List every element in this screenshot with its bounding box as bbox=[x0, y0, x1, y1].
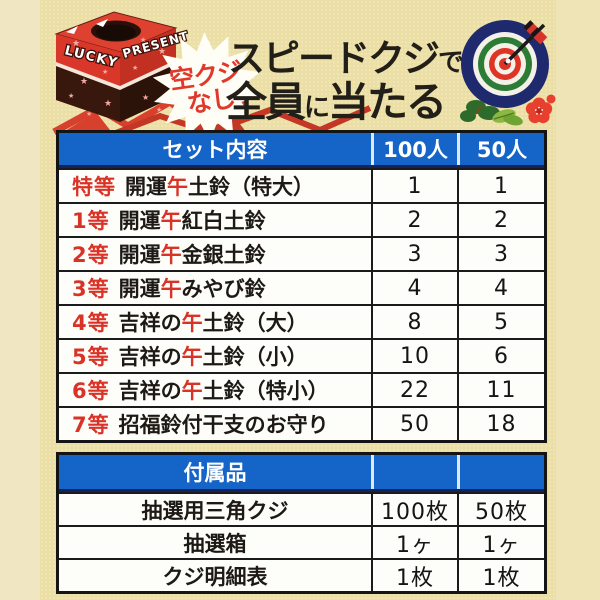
table-row: 4等 吉祥の午土鈴（大） 8 5 bbox=[59, 304, 544, 338]
table-row: 特等 開運午土鈴（特大） 1 1 bbox=[59, 168, 544, 202]
qty-50: 3 bbox=[457, 238, 544, 270]
accessories-table-header: 付属品 bbox=[59, 455, 544, 492]
svg-text:★: ★ bbox=[142, 93, 149, 102]
qty-100: 1枚 bbox=[371, 560, 457, 591]
prize-rank: 6等 bbox=[72, 379, 110, 403]
prize-rank: 特等 bbox=[72, 175, 116, 199]
table-row: 5等 吉祥の午土鈴（小） 10 6 bbox=[59, 338, 544, 372]
set-table-header: セット内容 100人 50人 bbox=[59, 133, 544, 168]
svg-text:★: ★ bbox=[158, 47, 166, 57]
table-row: クジ明細表 1枚 1枚 bbox=[59, 558, 544, 591]
accessory-name: 抽選用三角クジ bbox=[141, 498, 289, 523]
qty-100: 1ヶ bbox=[371, 527, 457, 558]
svg-text:★: ★ bbox=[72, 39, 80, 49]
prize-name: 吉祥の午土鈴（小） bbox=[118, 345, 308, 369]
headline-line1-main: スピードクジ bbox=[228, 37, 440, 80]
qty-50: 50枚 bbox=[457, 494, 544, 525]
prize-name: 開運午金銀土鈴 bbox=[118, 243, 266, 267]
qty-100: 100枚 bbox=[371, 494, 457, 525]
qty-100: 1 bbox=[371, 170, 457, 202]
svg-text:★: ★ bbox=[132, 64, 138, 72]
prize-rank: 4等 bbox=[72, 311, 110, 335]
qty-100: 2 bbox=[371, 204, 457, 236]
lucky-present-box-illustration: LUCKY PRESENT ★★ ★★ ★★ ★★ ★★ ★★ bbox=[54, 11, 192, 122]
set-contents-table: セット内容 100人 50人 特等 開運午土鈴（特大） 1 1 1等 開運午紅白土鈴… bbox=[56, 130, 547, 443]
arrow-icon bbox=[503, 20, 548, 66]
headline-line1-particle: で bbox=[438, 48, 464, 78]
qty-50: 6 bbox=[457, 340, 544, 372]
leaf-decoration bbox=[492, 109, 523, 126]
dartboard-illustration bbox=[460, 20, 556, 126]
headline-line1: スピードクジで bbox=[228, 28, 464, 82]
plum-blossom-decoration bbox=[525, 94, 556, 124]
prize-name: 開運午みやび鈴 bbox=[118, 277, 266, 301]
background-left-band bbox=[0, 0, 40, 600]
qty-50: 4 bbox=[457, 272, 544, 304]
table-row: 3等 開運午みやび鈴 4 4 bbox=[59, 270, 544, 304]
qty-100: 4 bbox=[371, 272, 457, 304]
headline-line2-a: 全員 bbox=[226, 78, 306, 126]
prize-rank: 2等 bbox=[72, 243, 110, 267]
prize-name: 吉祥の午土鈴（特小） bbox=[118, 379, 329, 403]
set-table-title: セット内容 bbox=[162, 138, 268, 162]
qty-50: 11 bbox=[457, 374, 544, 406]
svg-text:★: ★ bbox=[104, 99, 112, 109]
prize-rank: 7等 bbox=[72, 413, 110, 437]
background-right-band bbox=[556, 0, 600, 600]
accessories-header-spacer-50 bbox=[457, 455, 544, 489]
badge-text-line2: なし bbox=[185, 83, 237, 118]
accessories-header-spacer-100 bbox=[371, 455, 457, 489]
qty-100: 8 bbox=[371, 306, 457, 338]
qty-100: 10 bbox=[371, 340, 457, 372]
svg-text:★: ★ bbox=[68, 92, 74, 100]
column-header-50: 50人 bbox=[457, 133, 544, 165]
table-row: 1等 開運午紅白土鈴 2 2 bbox=[59, 202, 544, 236]
prize-name: 開運午土鈴（特大） bbox=[125, 175, 314, 199]
qty-100: 22 bbox=[371, 374, 457, 406]
qty-100: 50 bbox=[371, 408, 457, 440]
qty-50: 2 bbox=[457, 204, 544, 236]
headline-line2: 全員に当たる bbox=[226, 68, 447, 128]
accessory-name: 抽選箱 bbox=[183, 531, 247, 556]
table-row: 抽選箱 1ヶ 1ヶ bbox=[59, 525, 544, 558]
accessories-table: 付属品 抽選用三角クジ 100枚 50枚 抽選箱 1ヶ 1ヶ クジ明細表 1枚 … bbox=[56, 452, 547, 594]
svg-text:★: ★ bbox=[80, 77, 88, 87]
prize-rank: 5等 bbox=[72, 345, 110, 369]
qty-50: 1枚 bbox=[457, 560, 544, 591]
prize-name: 招福鈴付干支のお守り bbox=[118, 413, 329, 437]
svg-text:★: ★ bbox=[102, 68, 108, 76]
headline-line2-b: 当たる bbox=[328, 78, 447, 126]
qty-50: 1ヶ bbox=[457, 527, 544, 558]
accessory-name: クジ明細表 bbox=[162, 564, 268, 589]
table-row: 6等 吉祥の午土鈴（特小） 22 11 bbox=[59, 372, 544, 406]
prize-name: 開運午紅白土鈴 bbox=[118, 209, 266, 233]
table-row: 7等 招福鈴付干支のお守り 50 18 bbox=[59, 406, 544, 440]
table-row: 2等 開運午金銀土鈴 3 3 bbox=[59, 236, 544, 270]
svg-text:★: ★ bbox=[140, 36, 146, 44]
prize-name: 吉祥の午土鈴（大） bbox=[118, 311, 308, 335]
qty-50: 5 bbox=[457, 306, 544, 338]
qty-50: 1 bbox=[457, 170, 544, 202]
qty-50: 18 bbox=[457, 408, 544, 440]
prize-rank: 3等 bbox=[72, 277, 110, 301]
column-header-100: 100人 bbox=[371, 133, 457, 165]
table-row: 抽選用三角クジ 100枚 50枚 bbox=[59, 492, 544, 525]
no-blank-tickets-badge: 空クジ なし bbox=[152, 32, 262, 142]
headline-line2-particle: に bbox=[304, 93, 330, 123]
svg-text:★: ★ bbox=[156, 106, 162, 114]
prize-rank: 1等 bbox=[72, 209, 110, 233]
qty-100: 3 bbox=[371, 238, 457, 270]
accessories-table-title: 付属品 bbox=[183, 461, 247, 485]
svg-text:★: ★ bbox=[86, 110, 92, 118]
